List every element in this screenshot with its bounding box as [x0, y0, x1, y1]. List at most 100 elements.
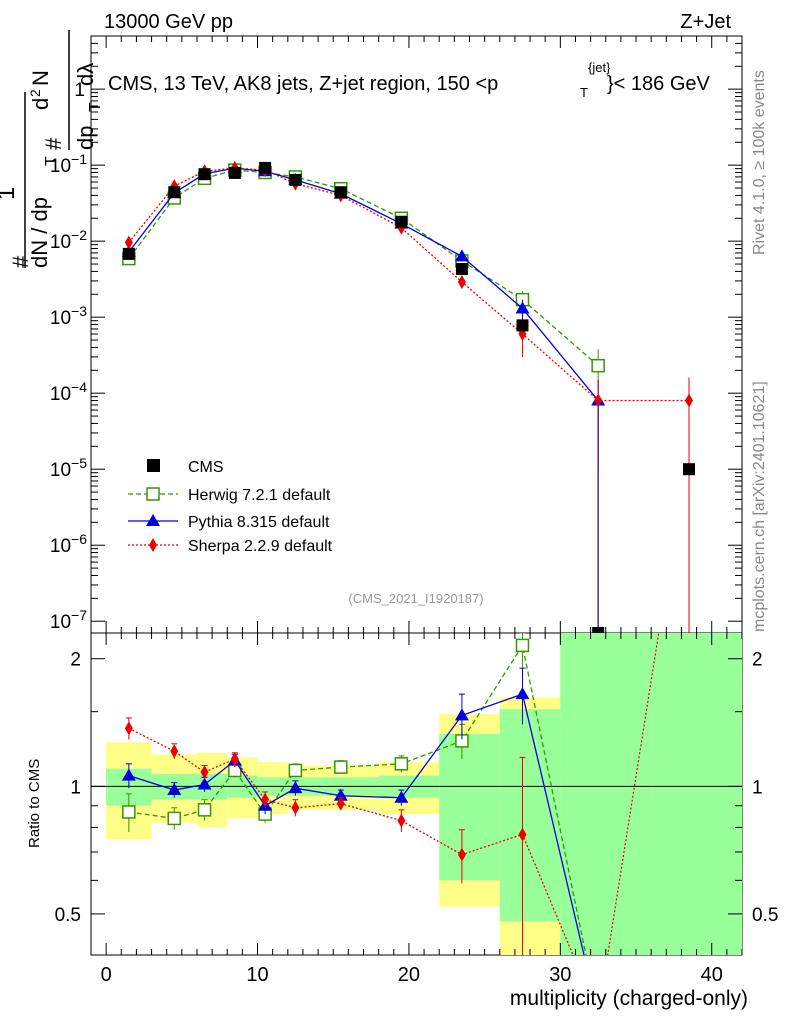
cms-point-2 — [198, 168, 211, 181]
sherpa-ratio-point-0 — [124, 721, 133, 736]
cms-point-6 — [334, 186, 347, 199]
sherpa-point-11 — [685, 393, 694, 408]
herwig-ratio-point-6 — [334, 760, 348, 774]
sherpa-ratio-point-5 — [291, 800, 300, 815]
pythia-ratio-point-2 — [197, 777, 212, 790]
pythia-ratio-point-5 — [288, 781, 303, 794]
ylabel-sub-t: T — [43, 156, 60, 166]
ratio-bands — [91, 633, 742, 955]
ytick-label-1: 10−6 — [50, 531, 87, 557]
ylabel-n: N — [28, 70, 53, 86]
rtick-label-r-2: 2 — [752, 650, 763, 671]
sherpa-point-0 — [124, 235, 133, 250]
ytick-label-7: 1 — [74, 80, 85, 101]
pythia-point-8 — [454, 249, 469, 262]
ytick-label-4: 10−3 — [50, 303, 87, 329]
ratio-ylabel: Ratio to CMS — [26, 759, 43, 848]
sherpa-ratio-point-1 — [170, 744, 179, 759]
cms-point-5 — [289, 173, 302, 186]
ratio-curves — [121, 633, 660, 955]
band-stat-9 — [499, 709, 561, 922]
ytick-label-0: 10−7 — [50, 607, 87, 633]
ytick-label-3: 10−4 — [50, 379, 87, 405]
pythia-ratio-point-8 — [454, 708, 469, 721]
axes: 0 10 20 30 40 10−7 10−6 10−5 10−4 10−3 10−2 10−1 1 0.… — [50, 35, 778, 986]
rivet-label: Rivet 4.1.0, ≥ 100k events — [751, 70, 768, 255]
sherpa-ratio-line — [128, 727, 574, 955]
header-right: Z+Jet — [680, 11, 731, 33]
upper-curves — [121, 160, 696, 633]
title-main: CMS, 13 TeV, AK8 jets, Z+jet region, 150… — [108, 73, 498, 95]
sherpa-ratio-point-9 — [518, 827, 527, 842]
pythia-ratio-point-1 — [167, 783, 182, 796]
legend-herwig-label: Herwig 7.2.1 default — [188, 487, 331, 504]
cms-point-1 — [168, 186, 181, 199]
ylabel-dn-dpt: dN / dp — [27, 197, 52, 268]
rtick-label-l-1: 1 — [70, 777, 81, 798]
ylabel-one: 1 — [0, 187, 20, 200]
legend-herwig-marker — [146, 487, 160, 501]
pythia-ratio-point-0 — [121, 768, 136, 781]
ylabel-sup-2: 2 — [27, 89, 43, 97]
analysis-tag: (CMS_2021_I1920187) — [348, 591, 483, 606]
cms-point-9 — [516, 319, 529, 332]
herwig-point-10 — [591, 358, 605, 373]
ylabel-dp: dp — [73, 126, 98, 150]
legend-cms-label: CMS — [188, 459, 224, 476]
pythia-ratio-point-9 — [515, 687, 530, 700]
cms-point-10 — [592, 627, 605, 633]
sherpa-ratio-point-6 — [336, 796, 345, 811]
sherpa-ratio-point-3 — [230, 752, 239, 767]
sherpa-ratio-point-7 — [397, 813, 406, 828]
pythia-ratio-point-6 — [333, 788, 348, 801]
ytick-label-2: 10−5 — [50, 455, 87, 481]
xtick-label-1: 10 — [246, 964, 268, 986]
herwig-ratio-point-9 — [515, 638, 530, 653]
xtick-label-3: 30 — [549, 964, 571, 986]
xtick-label-2: 20 — [398, 964, 420, 986]
herwig-line — [128, 169, 599, 367]
rtick-label-r-1: 1 — [752, 777, 763, 798]
sherpa-ratio-point-8 — [457, 847, 466, 862]
ytick-label-5: 10−2 — [50, 227, 87, 253]
rtick-label-l-0: 0.5 — [55, 905, 81, 926]
sherpa-ratio-point-4 — [261, 792, 270, 807]
upper-ylabel: # 1 dN / dp T # d 2 N dp T dλ — [0, 30, 104, 268]
band-stat-8 — [439, 733, 500, 881]
legend-pythia-label: Pythia 8.315 default — [188, 514, 330, 531]
pythia-ratio-point-7 — [394, 790, 409, 803]
sherpa-ratio-point-2 — [200, 765, 209, 780]
band-stat-10 — [560, 633, 652, 955]
sherpa-point-8 — [457, 275, 466, 290]
rtick-label-l-2: 2 — [70, 650, 81, 671]
cms-point-3 — [228, 166, 241, 179]
header-left: 13000 GeV pp — [104, 11, 233, 33]
cms-point-4 — [259, 161, 272, 174]
herwig-ratio-point-5 — [288, 763, 303, 778]
sherpa-ratio-tail — [607, 633, 660, 955]
cms-point-7 — [395, 215, 408, 228]
cms-point-11 — [683, 463, 696, 476]
x-axis-label: multiplicity (charged-only) — [510, 987, 748, 1010]
title-sup: {jet} — [588, 60, 611, 75]
legend-sherpa-marker — [149, 538, 157, 552]
xtick-label-4: 40 — [701, 964, 723, 986]
ylabel-sub-t2: T — [87, 102, 104, 112]
title-sub: T — [580, 85, 588, 100]
ylabel-d: d — [28, 98, 53, 110]
plot-title: CMS, 13 TeV, AK8 jets, Z+jet region, 150… — [108, 60, 711, 100]
mcplots-label: mcplots.cern.ch [arXiv:2401.10621] — [751, 381, 768, 632]
ylabel-dlambda: dλ — [73, 63, 98, 86]
herwig-ratio-point-2 — [197, 803, 212, 817]
xtick-label-0: 0 — [101, 964, 112, 986]
cms-point-0 — [122, 247, 135, 260]
pythia-point-9 — [515, 301, 530, 314]
title-tail: }< 186 GeV — [607, 73, 711, 95]
legend-pythia-marker — [146, 514, 160, 526]
band-stat-11 — [651, 633, 742, 955]
legend: CMS Herwig 7.2.1 default Pythia 8.315 de… — [128, 459, 333, 555]
legend-cms-marker — [147, 459, 160, 472]
rtick-label-r-0: 0.5 — [752, 905, 778, 926]
herwig-ratio-point-1 — [167, 811, 182, 826]
